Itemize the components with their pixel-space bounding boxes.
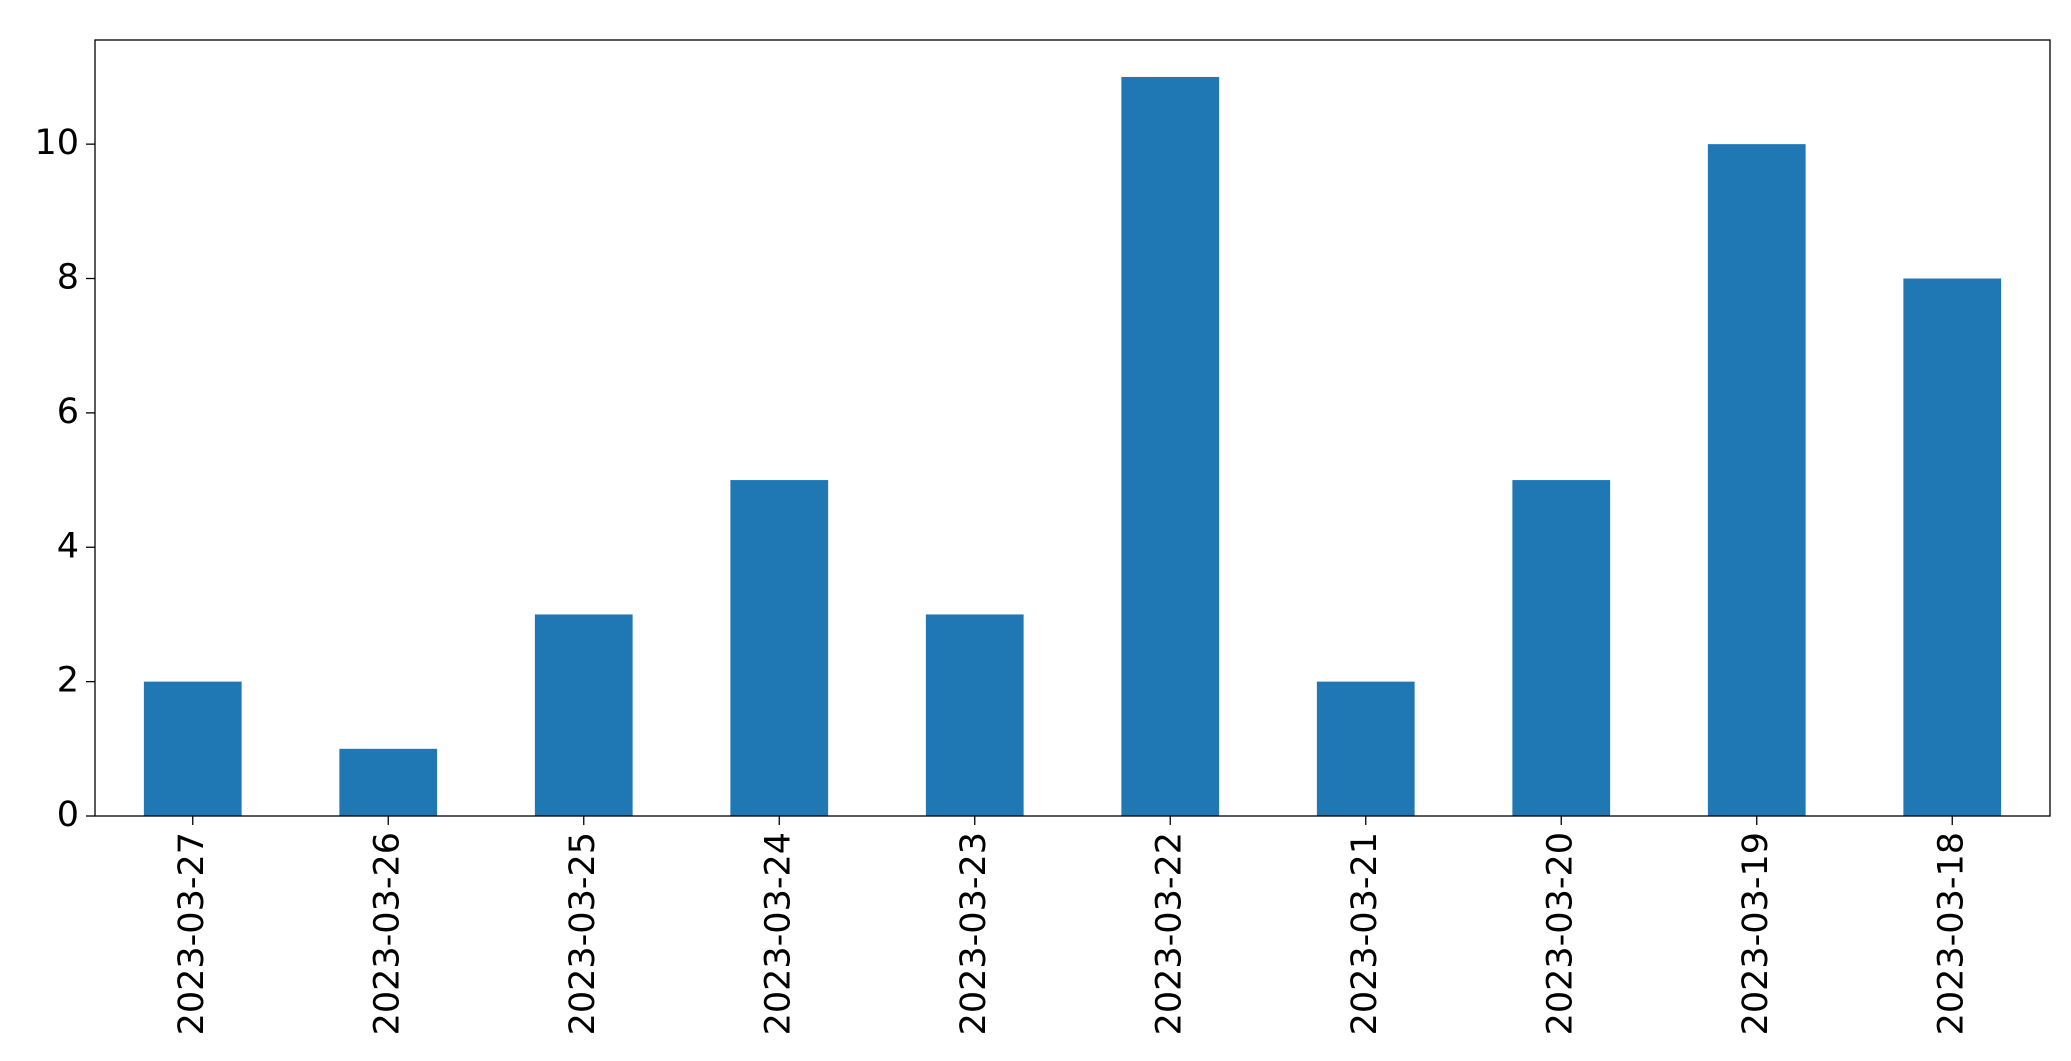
x-tick-label: 2023-03-25 [563, 832, 603, 1035]
x-tick-label: 2023-03-21 [1345, 832, 1385, 1035]
y-tick-label: 6 [57, 392, 79, 432]
bar [143, 681, 242, 816]
x-tick-label: 2023-03-18 [1931, 832, 1971, 1035]
y-tick-label: 4 [57, 526, 79, 566]
x-tick-label: 2023-03-23 [954, 832, 994, 1035]
bar [1121, 76, 1220, 816]
x-tick-label: 2023-03-26 [367, 832, 407, 1035]
bar [1316, 681, 1415, 816]
x-tick-label: 2023-03-19 [1736, 832, 1776, 1035]
bar [534, 614, 633, 816]
bar [1903, 278, 2002, 816]
x-tick-label: 2023-03-20 [1540, 832, 1580, 1035]
bar [925, 614, 1024, 816]
bar [339, 748, 438, 816]
bar [730, 480, 829, 816]
y-tick-label: 10 [34, 123, 79, 163]
bar [1512, 480, 1611, 816]
plot-frame [94, 39, 2051, 817]
y-tick-label: 8 [57, 258, 79, 298]
x-tick-label: 2023-03-22 [1149, 832, 1189, 1035]
bar [1707, 144, 1806, 816]
x-tick-label: 2023-03-24 [758, 832, 798, 1035]
y-tick-label: 2 [57, 661, 79, 701]
x-tick-label: 2023-03-27 [172, 832, 212, 1035]
y-tick-label: 0 [57, 795, 79, 835]
